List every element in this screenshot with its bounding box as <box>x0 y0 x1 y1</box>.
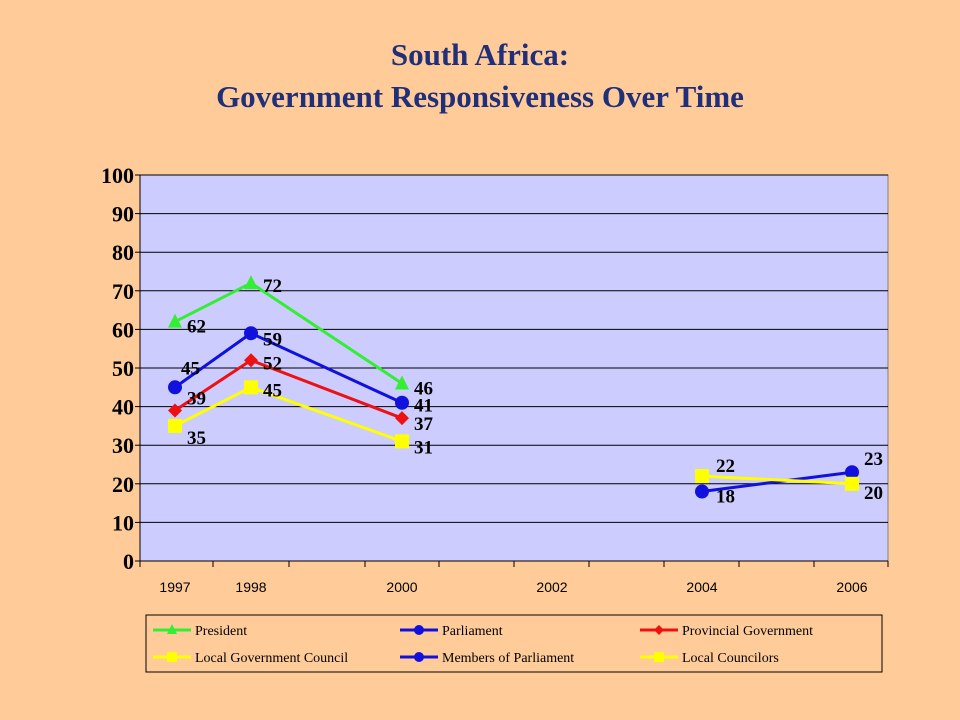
series-president: 62 72 46 <box>168 275 433 399</box>
series-line <box>701 470 853 494</box>
marker-square <box>244 380 258 395</box>
marker-square <box>695 469 709 484</box>
y-tick-label: 60 <box>112 317 134 342</box>
series-local-government-council: 35 45 31 <box>168 380 433 458</box>
chart-title-line1: South Africa: <box>390 37 570 72</box>
legend-item: Local Councilors <box>640 651 779 666</box>
marker-triangle <box>244 275 258 290</box>
data-label: 41 <box>414 396 433 417</box>
marker-square <box>167 652 177 662</box>
x-tick-label: 2004 <box>686 579 717 595</box>
marker-circle <box>168 380 182 395</box>
data-label: 22 <box>716 456 735 477</box>
legend-label: Parliament <box>442 624 503 639</box>
data-label: 52 <box>263 353 282 374</box>
legend-item: Provincial Government <box>640 624 813 639</box>
legend-item: Local Government Council <box>153 651 348 666</box>
data-label: 46 <box>414 378 433 399</box>
series-provincial-government: 39 52 37 <box>168 353 434 435</box>
data-label: 20 <box>864 483 883 504</box>
x-tick-label: 2006 <box>836 579 867 595</box>
marker-triangle <box>168 313 182 328</box>
data-label: 45 <box>263 380 282 401</box>
y-tick-label: 10 <box>112 510 134 535</box>
y-tick-label: 20 <box>112 472 134 497</box>
marker-square <box>654 652 664 662</box>
chart-title-line2: Government Responsiveness Over Time <box>216 79 744 114</box>
data-label: 62 <box>187 317 206 338</box>
legend-box <box>145 614 883 673</box>
legend-item: Members of Parliament <box>400 651 574 666</box>
y-tick-label: 90 <box>112 202 134 227</box>
legend-item: Parliament <box>400 624 503 639</box>
y-tick-label: 30 <box>112 433 134 458</box>
marker-circle <box>395 395 409 410</box>
series-local-councilors: 22 20 <box>695 456 883 504</box>
marker-triangle <box>167 624 177 634</box>
marker-diamond <box>395 411 409 426</box>
legend-label: Provincial Government <box>682 624 813 639</box>
x-tick-label: 2002 <box>536 579 567 595</box>
data-label: 45 <box>181 358 200 379</box>
x-tick-label: 1998 <box>235 579 266 595</box>
marker-circle <box>845 465 859 480</box>
y-tick-label: 50 <box>112 356 134 381</box>
data-label: 59 <box>263 329 282 350</box>
marker-square <box>845 476 859 491</box>
chart-title: South Africa: Government Responsiveness … <box>0 34 960 118</box>
legend-label: Local Councilors <box>682 651 779 666</box>
data-label: 23 <box>864 449 883 470</box>
series-line <box>701 474 853 486</box>
data-label: 39 <box>187 388 206 409</box>
y-tick-label: 80 <box>112 240 134 265</box>
y-tick-label: 40 <box>112 395 134 420</box>
data-label: 37 <box>414 414 434 435</box>
marker-diamond <box>654 625 664 635</box>
legend-item: President <box>153 624 247 639</box>
marker-circle <box>244 326 258 341</box>
marker-diamond <box>168 403 182 418</box>
marker-triangle <box>395 375 409 390</box>
y-tick-label: 70 <box>112 279 134 304</box>
marker-circle <box>414 625 424 635</box>
x-tick-label: 2000 <box>386 579 417 595</box>
legend: President Parliament Provincial Government… <box>145 614 883 673</box>
legend-label: President <box>195 624 247 639</box>
data-label: 18 <box>716 487 735 508</box>
legend-label: Members of Parliament <box>442 651 574 666</box>
y-tick-label: 100 <box>101 163 134 188</box>
data-label: 72 <box>263 276 282 297</box>
y-tick-label: 0 <box>123 549 134 574</box>
marker-diamond <box>244 353 258 368</box>
marker-square <box>168 418 182 433</box>
x-tick-label: 1997 <box>159 579 190 595</box>
data-label: 35 <box>187 428 206 449</box>
marker-circle <box>414 652 424 662</box>
marker-square <box>395 434 409 449</box>
series-parliament: 45 59 41 <box>168 326 433 417</box>
marker-circle <box>695 484 709 499</box>
legend-label: Local Government Council <box>195 651 348 666</box>
data-label: 31 <box>414 437 433 458</box>
